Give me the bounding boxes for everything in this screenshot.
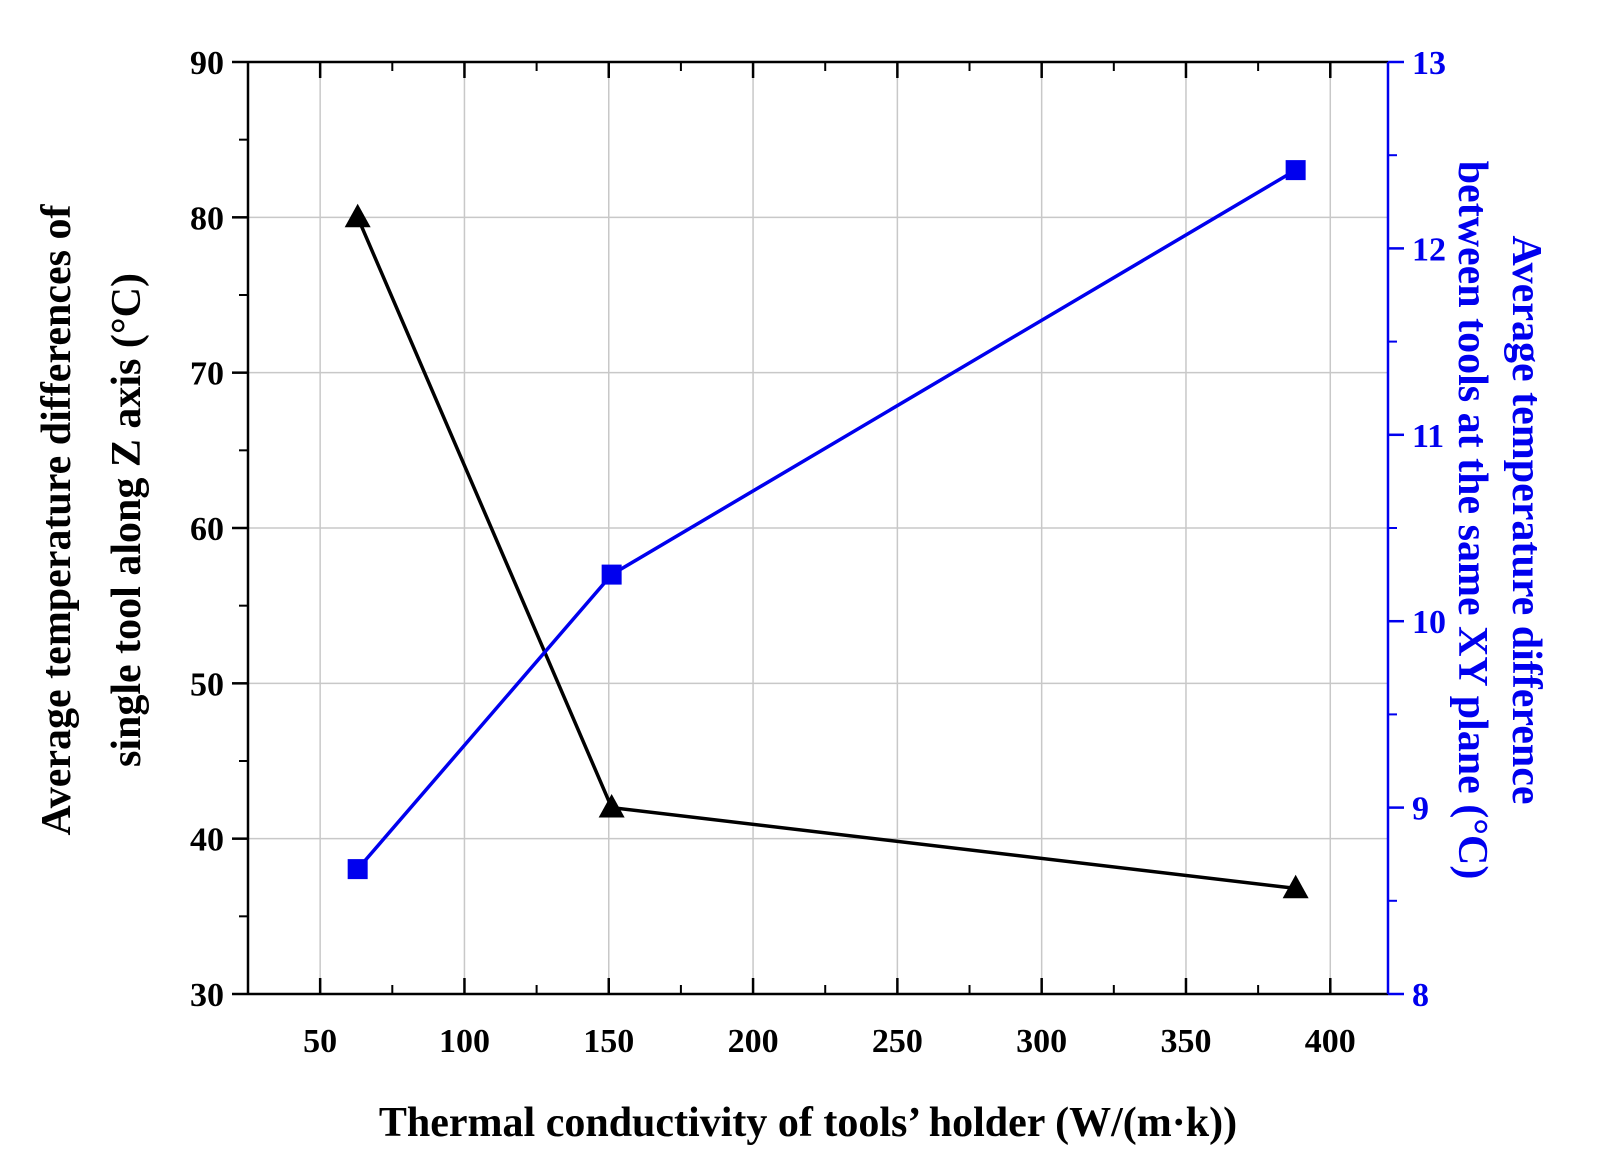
y-right-tick-label: 9: [1412, 791, 1429, 828]
square-marker: [601, 564, 622, 585]
y-right-axis-title-line1: Average temperature difference: [1503, 235, 1549, 804]
y-left-tick-label: 60: [190, 511, 224, 548]
axes-layer: [232, 60, 1404, 996]
y-left-tick-label: 40: [190, 822, 224, 859]
x-tick-label: 150: [583, 1023, 634, 1060]
x-tick-label: 50: [303, 1023, 337, 1060]
y-left-axis-title: Average temperature differences of singl…: [34, 204, 150, 836]
y-right-tick-label: 12: [1412, 231, 1446, 268]
square-marker: [347, 859, 368, 880]
y-right-axis-title: Average temperature difference between t…: [1449, 161, 1549, 880]
y-right-tick-label: 13: [1412, 45, 1446, 82]
square-marker: [1285, 160, 1306, 181]
y-left-axis-title-line2: single tool along Z axis (°C): [104, 273, 150, 767]
x-tick-label: 400: [1305, 1023, 1356, 1060]
triangle-marker: [344, 203, 371, 228]
y-left-tick-label: 90: [190, 45, 224, 82]
y-left-tick-label: 80: [190, 200, 224, 237]
y-right-axis-title-line2: between tools at the same XY plane (°C): [1449, 161, 1495, 880]
y-right-tick-label: 8: [1412, 977, 1429, 1014]
tick-labels: 50 100 150 200 250 300 350 400 30 40 50 60 70 80 90 8 9 1…: [190, 45, 1446, 1060]
x-tick-label: 100: [439, 1023, 490, 1060]
series-line-1: [356, 216, 1296, 891]
y-left-tick-label: 50: [190, 666, 224, 703]
x-tick-label: 200: [728, 1023, 779, 1060]
triangle-marker: [1282, 874, 1309, 899]
series-layer: [344, 160, 1309, 899]
grid-lines: [248, 61, 1388, 995]
y-left-tick-label: 70: [190, 356, 224, 393]
y-left-axis-title-line1: Average temperature differences of: [34, 204, 80, 836]
x-tick-label: 250: [872, 1023, 923, 1060]
x-axis-title: Thermal conductivity of tools’ holder (W…: [379, 1100, 1237, 1146]
y-right-tick-label: 10: [1412, 604, 1446, 641]
triangle-marker: [598, 793, 625, 818]
x-tick-label: 300: [1016, 1023, 1067, 1060]
y-right-tick-label: 11: [1412, 418, 1444, 455]
series-line-2: [356, 168, 1297, 871]
x-tick-label: 350: [1160, 1023, 1211, 1060]
y-left-tick-label: 30: [190, 977, 224, 1014]
